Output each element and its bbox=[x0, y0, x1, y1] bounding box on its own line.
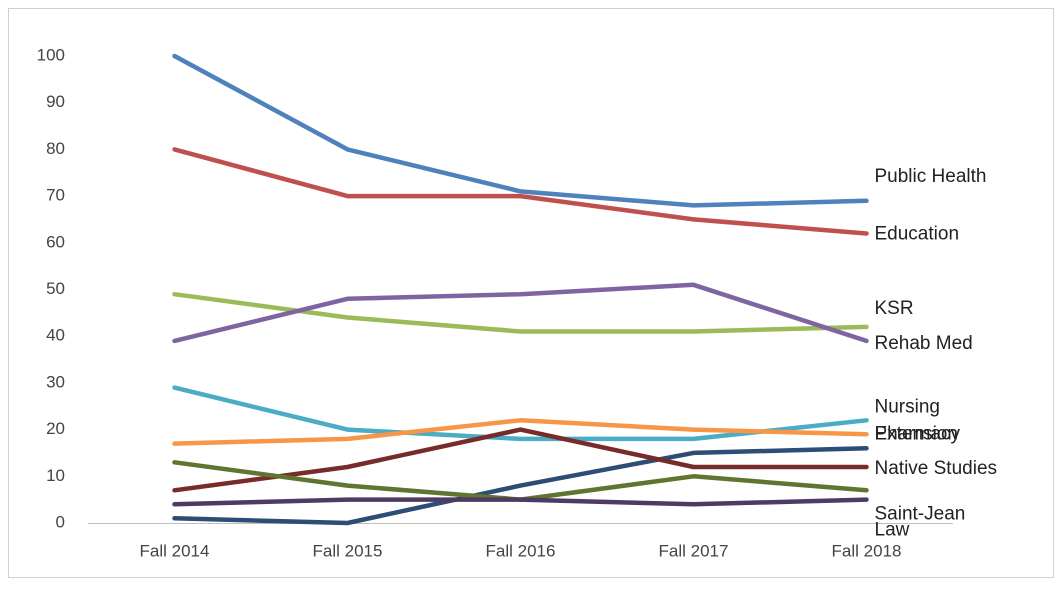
series-label: Pharmacy bbox=[875, 423, 961, 444]
y-tick-label: 40 bbox=[46, 326, 65, 345]
x-tick-label: Fall 2015 bbox=[313, 541, 383, 560]
series-label: Law bbox=[875, 520, 910, 541]
series-label: KSR bbox=[875, 298, 914, 319]
series-line bbox=[172, 497, 869, 507]
y-tick-label: 10 bbox=[46, 466, 65, 485]
series-line bbox=[172, 446, 869, 526]
y-tick-label: 0 bbox=[56, 512, 65, 531]
y-tick-label: 90 bbox=[46, 92, 65, 111]
series-label: Native Studies bbox=[875, 458, 998, 479]
y-tick-label: 80 bbox=[46, 139, 65, 158]
y-tick-label: 50 bbox=[46, 279, 65, 298]
series-line bbox=[172, 418, 869, 446]
y-tick-label: 60 bbox=[46, 232, 65, 251]
series-line bbox=[172, 427, 869, 493]
series-line bbox=[172, 282, 869, 344]
x-tick-label: Fall 2017 bbox=[659, 541, 729, 560]
series-label: Nursing bbox=[875, 396, 940, 417]
y-tick-label: 100 bbox=[37, 45, 65, 64]
series-label: Public Health bbox=[875, 166, 987, 187]
series-label: Extension bbox=[875, 423, 958, 444]
x-tick-label: Fall 2016 bbox=[486, 541, 556, 560]
series-label: Education bbox=[875, 223, 960, 244]
y-tick-label: 70 bbox=[46, 186, 65, 205]
y-tick-label: 30 bbox=[46, 372, 65, 391]
series-line bbox=[172, 147, 869, 236]
series-label: Rehab Med bbox=[875, 333, 973, 354]
x-tick-label: Fall 2018 bbox=[832, 541, 902, 560]
series-line bbox=[172, 53, 869, 208]
series-label: Saint-Jean bbox=[875, 503, 966, 524]
x-tick-label: Fall 2014 bbox=[140, 541, 210, 560]
series-line bbox=[172, 291, 869, 334]
y-tick-label: 20 bbox=[46, 419, 65, 438]
